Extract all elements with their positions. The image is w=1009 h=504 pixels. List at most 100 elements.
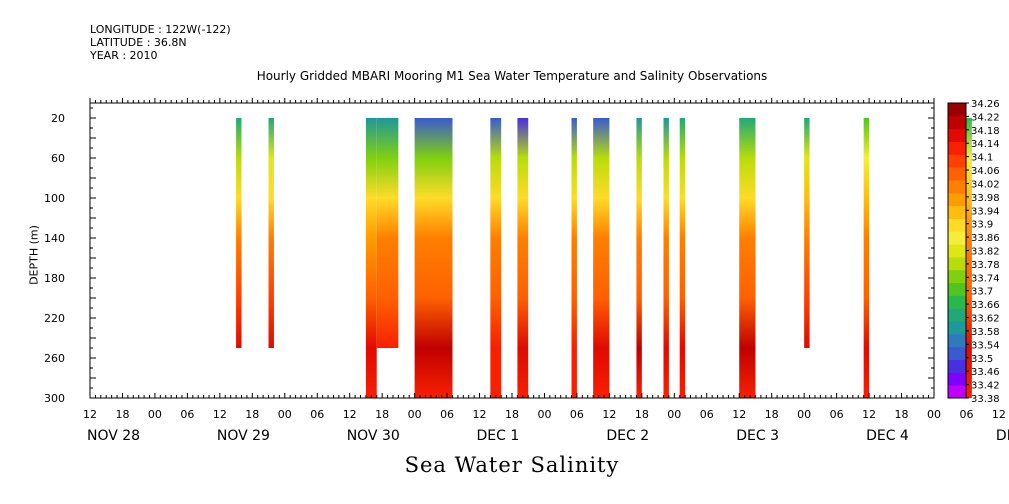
colorbar-label: 33.66 [971, 300, 1000, 311]
data-column [679, 118, 686, 398]
y-tick-label: 300 [44, 392, 65, 405]
colorbar-swatch [948, 115, 966, 130]
colorbar-label: 33.58 [971, 327, 1000, 338]
colorbar-swatch [948, 385, 966, 399]
x-hour-label: 06 [959, 408, 973, 421]
y-tick-label: 60 [51, 152, 65, 165]
x-hour-label: 00 [408, 408, 422, 421]
x-hour-label: 18 [115, 408, 129, 421]
colorbar-swatch [948, 192, 966, 207]
data-column [236, 118, 242, 348]
data-column [593, 118, 610, 398]
colorbar-swatch [948, 256, 966, 271]
colorbar-label: 34.18 [971, 126, 1000, 137]
colorbar-label: 33.38 [971, 394, 1000, 405]
colorbar-swatch [948, 103, 966, 117]
x-hour-label: 12 [473, 408, 487, 421]
data-column [863, 118, 870, 398]
colorbar-swatch [948, 269, 966, 284]
year-label: YEAR : 2010 [90, 49, 158, 62]
colorbar-swatch [948, 244, 966, 258]
colorbar-label: 33.42 [971, 381, 1000, 392]
x-hour-label: 00 [537, 408, 551, 421]
data-column [268, 118, 274, 348]
x-hour-label: 00 [148, 408, 162, 421]
x-hour-label: 00 [278, 408, 292, 421]
x-day-label: NOV 28 [87, 428, 140, 444]
data-column [804, 118, 810, 348]
colorbar-label: 33.82 [971, 247, 1000, 258]
colorbar-swatch [948, 128, 966, 142]
x-hour-label: 06 [570, 408, 584, 421]
x-hour-label: 06 [700, 408, 714, 421]
colorbar-swatch [948, 372, 966, 386]
x-hour-label: 06 [830, 408, 844, 421]
colorbar-swatch [948, 231, 966, 245]
x-axis: 12 18 00 06 12 18 00 06 12 18 00 06 12 18 00 06 12 18 00 06… [83, 393, 1009, 444]
x-hour-label: 12 [602, 408, 616, 421]
data-column [517, 118, 529, 398]
data-column [739, 118, 756, 398]
x-hour-label: 06 [440, 408, 454, 421]
y-tick-label: 180 [44, 272, 65, 285]
colorbar-label: 33.86 [971, 233, 1000, 244]
data-column [636, 118, 642, 398]
x-hour-label: 06 [180, 408, 194, 421]
colorbar: 34.26 34.22 34.18 34.14 34.1 34.06 34.02 33.98 3… [947, 99, 1000, 405]
longitude-label: LONGITUDE : 122W(-122) [90, 23, 231, 36]
colorbar-swatch [948, 141, 966, 155]
colorbar-swatch [948, 282, 966, 296]
colorbar-swatch [948, 321, 966, 335]
colorbar-swatch [948, 218, 966, 232]
x-day-label: DEC 3 [736, 428, 779, 444]
colorbar-label: 33.5 [971, 354, 993, 365]
data-column [966, 118, 972, 398]
y-tick-label: 100 [44, 192, 65, 205]
colorbar-label: 34.14 [971, 139, 1000, 150]
colorbar-label: 33.7 [971, 287, 993, 298]
colorbar-swatch [948, 179, 966, 194]
x-day-label: NOV 29 [217, 428, 270, 444]
x-hour-label: 12 [992, 408, 1006, 421]
data-column [663, 118, 669, 398]
colorbar-swatch [948, 167, 966, 181]
x-day-label: DEC 4 [866, 428, 909, 444]
data-column [365, 118, 377, 398]
colorbar-label: 33.74 [971, 273, 1000, 284]
x-day-label: DEC 5 [996, 428, 1009, 444]
data-column [376, 118, 399, 348]
colorbar-label: 33.54 [971, 340, 1000, 351]
colorbar-swatch [948, 346, 966, 361]
colorbar-label: 34.22 [971, 112, 1000, 123]
colorbar-swatch [948, 205, 966, 219]
data-column [571, 118, 577, 398]
colorbar-label: 33.78 [971, 260, 1000, 271]
x-hour-label: 18 [895, 408, 909, 421]
colorbar-label: 33.98 [971, 193, 1000, 204]
colorbar-swatch [948, 359, 966, 373]
colorbar-swatch [948, 295, 966, 309]
x-hour-label: 12 [213, 408, 227, 421]
x-hour-label: 12 [83, 408, 97, 421]
y-axis: 20 60 100 140 180 220 260 300 [44, 107, 934, 405]
colorbar-label: 33.94 [971, 206, 1000, 217]
colorbar-label: 33.62 [971, 314, 1000, 325]
x-hour-label: 18 [375, 408, 389, 421]
y-tick-label: 220 [44, 312, 65, 325]
y-tick-label: 20 [51, 112, 65, 125]
x-hour-label: 00 [797, 408, 811, 421]
y-tick-label: 260 [44, 352, 65, 365]
colorbar-label: 34.06 [971, 166, 1000, 177]
data-column [490, 118, 502, 398]
x-day-label: DEC 1 [477, 428, 520, 444]
latitude-label: LATITUDE : 36.8N [90, 36, 187, 49]
colorbar-label: 33.46 [971, 367, 1000, 378]
x-hour-label: 06 [310, 408, 324, 421]
x-day-label: DEC 2 [606, 428, 649, 444]
x-day-label: NOV 30 [347, 428, 400, 444]
colorbar-label: 34.1 [971, 153, 993, 164]
x-hour-label: 18 [635, 408, 649, 421]
colorbar-swatch [948, 308, 966, 322]
colorbar-swatch [948, 154, 966, 168]
